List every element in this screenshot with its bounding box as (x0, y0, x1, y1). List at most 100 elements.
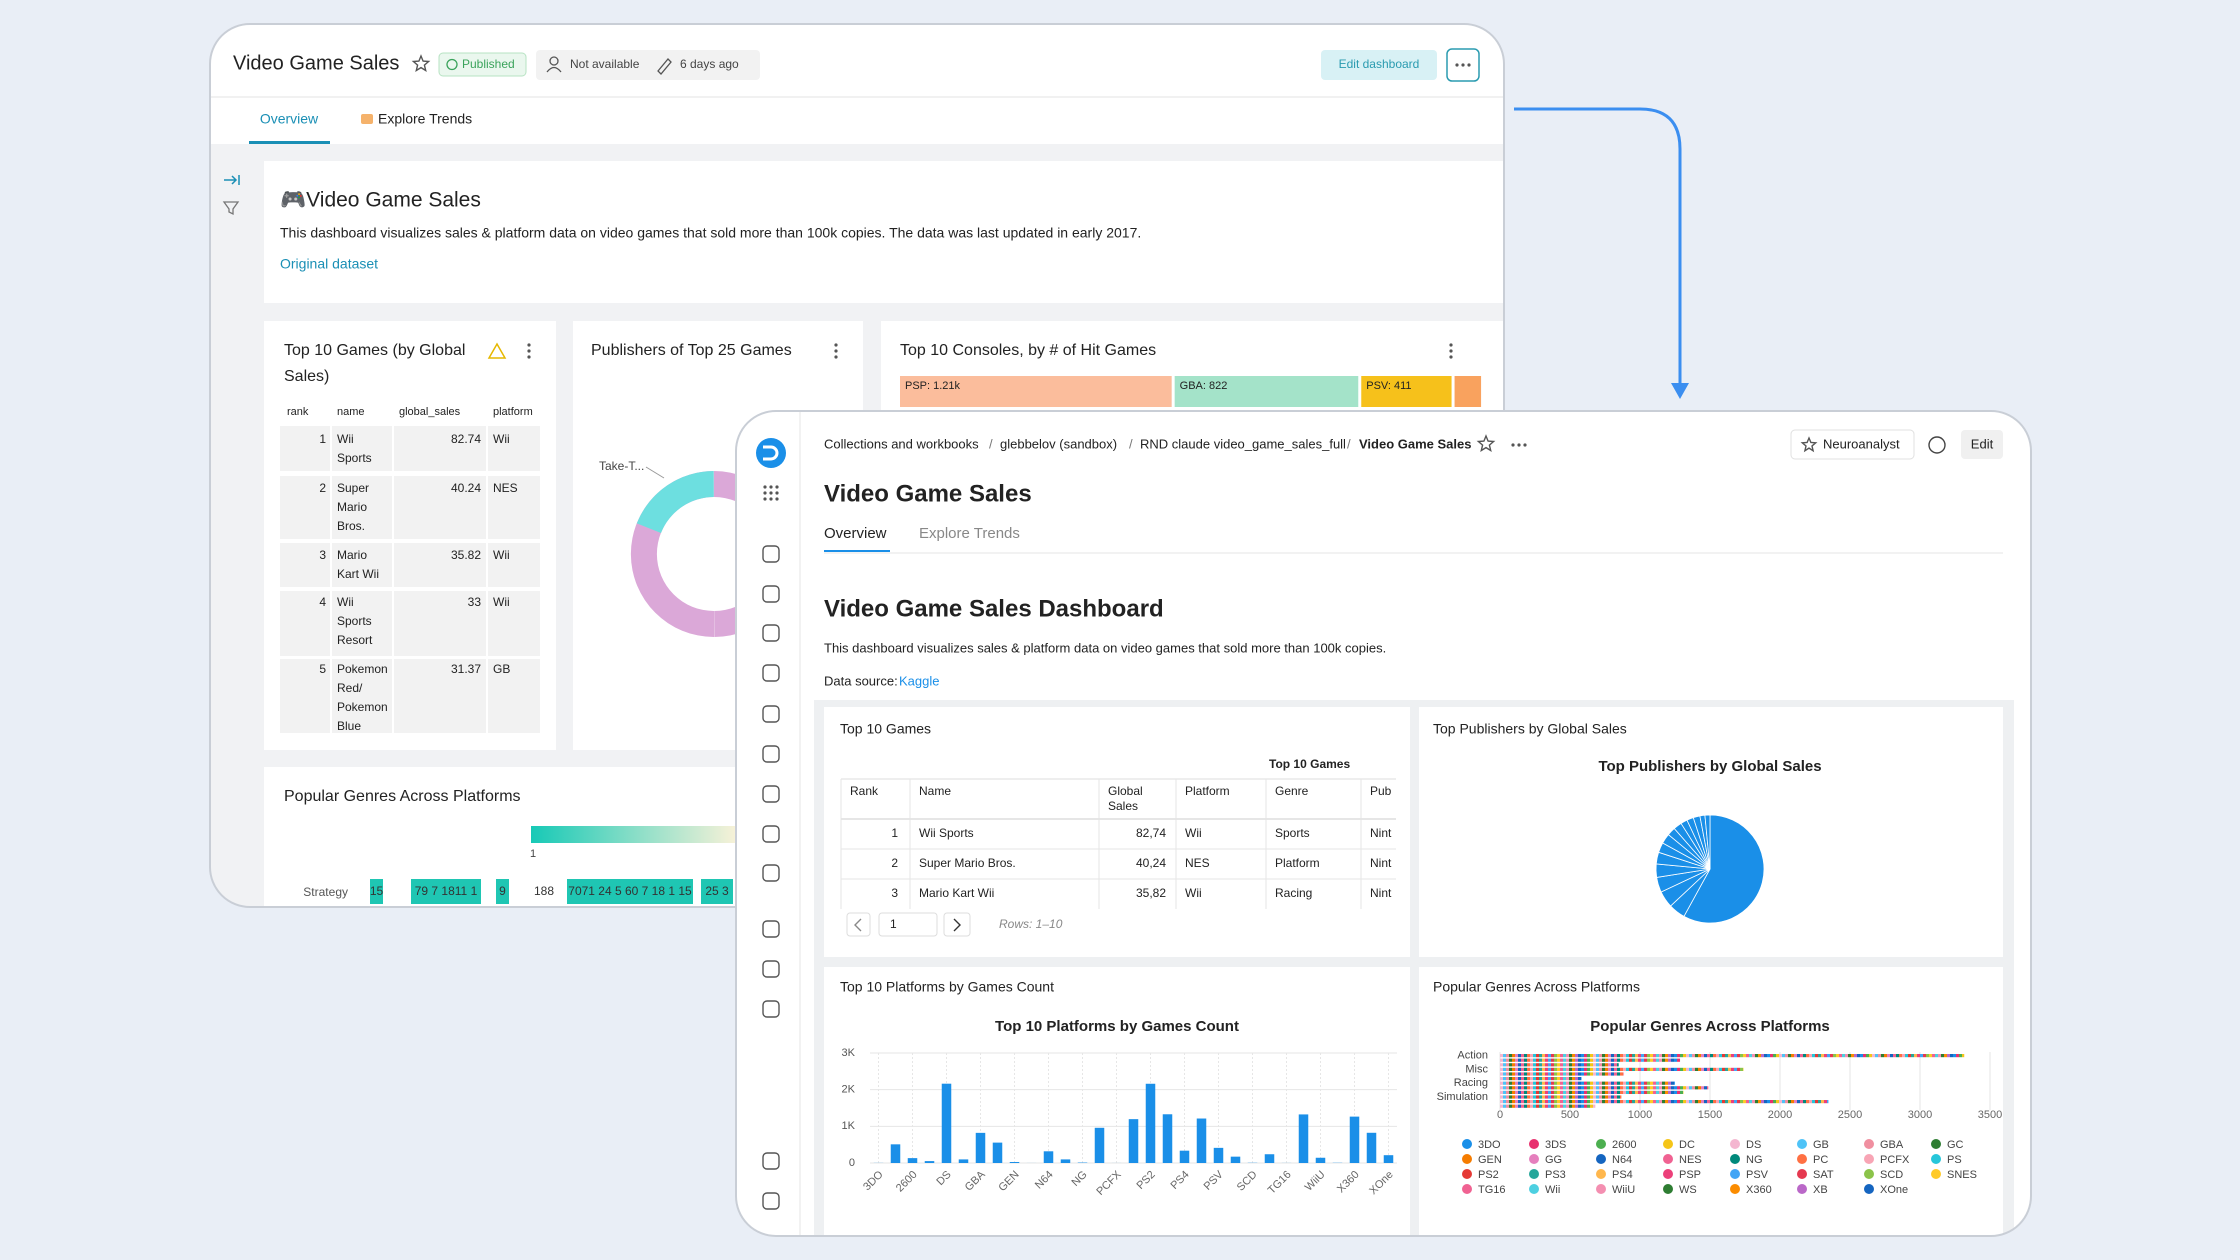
sidebar-icon[interactable] (224, 175, 240, 185)
x-tick-label: 0 (1497, 1109, 1503, 1121)
tab[interactable]: Explore Trends (378, 111, 472, 127)
link[interactable]: Original dataset (280, 256, 378, 272)
sidebar-icon[interactable] (762, 920, 780, 938)
more-icon[interactable] (527, 343, 531, 347)
cell: Nint (1370, 856, 1392, 870)
cell: 82.74 (451, 432, 481, 446)
more-icon[interactable] (527, 349, 531, 353)
tab[interactable]: Explore Trends (919, 525, 1020, 542)
breadcrumb[interactable]: glebbelov (sandbox) (1000, 436, 1117, 451)
apps-icon[interactable] (775, 497, 779, 501)
status-badge (438, 52, 527, 77)
more-icon[interactable] (527, 355, 531, 359)
cell-label: GBA: 822 (1180, 380, 1228, 392)
source-link[interactable]: Kaggle (899, 673, 939, 688)
apps-icon[interactable] (775, 491, 779, 495)
cell: Bros. (337, 519, 365, 533)
tab[interactable]: Overview (824, 525, 887, 542)
bar (1298, 1114, 1309, 1163)
more-icon[interactable] (1467, 63, 1471, 67)
more-icon[interactable] (1449, 355, 1453, 359)
sidebar-icon[interactable] (762, 585, 780, 603)
sidebar-icon[interactable] (762, 825, 780, 843)
tab[interactable]: Overview (260, 111, 319, 127)
bar (1500, 1086, 1709, 1090)
column-header: Pub (1370, 784, 1392, 798)
x-tick-label: 2000 (1768, 1109, 1792, 1121)
legend-label: DC (1679, 1139, 1695, 1151)
sidebar-icon[interactable] (762, 664, 780, 682)
legend-label: XB (1813, 1184, 1828, 1196)
sidebar-icon[interactable] (762, 705, 780, 723)
prev-page[interactable] (846, 912, 871, 937)
table-row (280, 476, 540, 539)
column-header: name (337, 406, 365, 418)
sidebar-icon[interactable] (762, 785, 780, 803)
heat-cell (567, 879, 693, 904)
star-icon[interactable] (1476, 434, 1496, 452)
more-icon[interactable] (1523, 443, 1527, 447)
sidebar-icon[interactable] (762, 624, 780, 642)
legend-label: PS2 (1478, 1169, 1499, 1181)
apps-icon[interactable] (769, 497, 773, 501)
sidebar-icon[interactable] (762, 545, 780, 563)
cell: NES (493, 481, 518, 495)
sidebar-icon[interactable] (762, 1000, 780, 1018)
next-page[interactable] (943, 912, 971, 937)
apps-icon[interactable] (763, 497, 767, 501)
legend-swatch (1931, 1154, 1941, 1164)
sidebar-icon[interactable] (762, 745, 780, 763)
edit-label[interactable]: Edit (1971, 436, 1994, 451)
more-icon[interactable] (1517, 443, 1521, 447)
more-icon[interactable] (834, 355, 838, 359)
apps-icon[interactable] (775, 485, 779, 489)
person-icon (549, 56, 559, 66)
cell: Pokemon (337, 662, 388, 676)
legend-label: GG (1545, 1154, 1562, 1166)
assistant-label[interactable]: Neuroanalyst (1823, 436, 1900, 451)
bar (1500, 1067, 1744, 1071)
more-icon[interactable] (1449, 343, 1453, 347)
info-icon[interactable] (1928, 436, 1946, 454)
assistant-button[interactable] (1790, 429, 1915, 460)
more-icon[interactable] (1449, 349, 1453, 353)
breadcrumb[interactable]: RND claude video_game_sales_full (1140, 436, 1346, 451)
sidebar-icon[interactable] (762, 1192, 780, 1210)
legend-swatch (1931, 1139, 1941, 1149)
sidebar-icon[interactable] (762, 960, 780, 978)
edit-button[interactable] (1961, 430, 2003, 459)
bar (890, 1144, 901, 1163)
apps-icon[interactable] (769, 485, 773, 489)
legend-label: PC (1813, 1154, 1828, 1166)
legend-label: SAT (1813, 1169, 1834, 1181)
page-number[interactable]: 1 (890, 917, 897, 931)
heat-cell-label: 188 (534, 884, 554, 898)
breadcrumb[interactable]: Collections and workbooks (824, 436, 979, 451)
bar (958, 1159, 969, 1163)
more-icon[interactable] (834, 349, 838, 353)
apps-icon[interactable] (763, 491, 767, 495)
filter-icon[interactable] (222, 201, 240, 216)
star-icon[interactable] (411, 54, 431, 72)
sidebar-icon[interactable] (762, 864, 780, 882)
edit-button[interactable] (1321, 50, 1437, 80)
edit-button-label[interactable]: Edit dashboard (1339, 57, 1420, 71)
more-icon[interactable] (1455, 63, 1459, 67)
more-icon[interactable] (834, 343, 838, 347)
sidebar-icon[interactable] (762, 1152, 780, 1170)
chevron (854, 918, 862, 932)
cell: Wii (493, 432, 510, 446)
card-title: Top 10 Games (by Global (284, 342, 465, 359)
star-icon[interactable] (1800, 436, 1818, 453)
apps-icon[interactable] (769, 491, 773, 495)
legend-label: SNES (1947, 1169, 1977, 1181)
heat-cell-label: 7071 24 5 60 7 18 1 15 (568, 884, 692, 898)
tab-underline (824, 550, 890, 552)
more-icon[interactable] (1461, 63, 1465, 67)
legend-swatch (1730, 1169, 1740, 1179)
legend-swatch (1529, 1184, 1539, 1194)
apps-icon[interactable] (763, 485, 767, 489)
bar (907, 1158, 918, 1163)
more-icon[interactable] (1511, 443, 1515, 447)
page-input[interactable] (878, 912, 938, 937)
